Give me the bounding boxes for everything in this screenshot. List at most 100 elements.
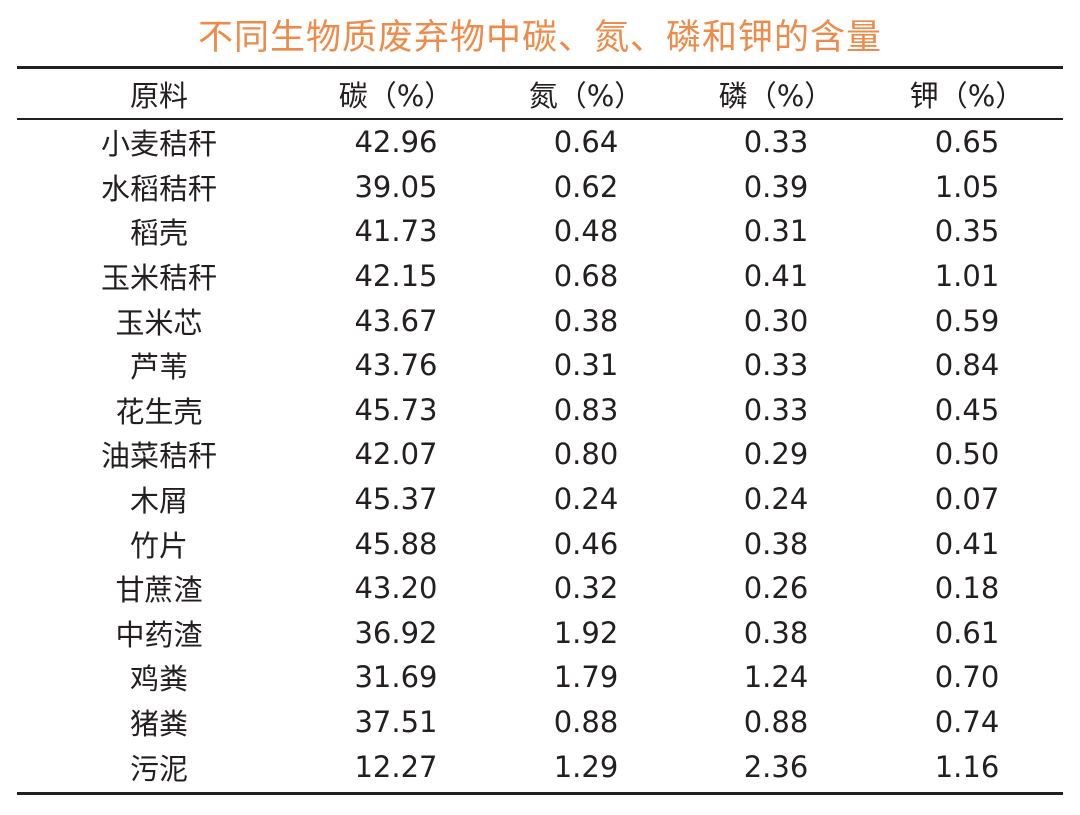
cell-phosphorus: 0.88: [743, 705, 809, 740]
cell-potassium: 0.61: [934, 615, 1000, 650]
table-row: 水稻秸秆 39.05 0.62 0.39 1.05: [17, 165, 1063, 210]
cell-carbon: 43.67: [354, 303, 438, 338]
cell-nitrogen: 0.62: [553, 169, 619, 204]
cell-carbon: 39.05: [354, 169, 438, 204]
cell-material: 猪粪: [129, 707, 188, 742]
table-body: 小麦秸秆 42.96 0.64 0.33 0.65 水稻秸秆 39.05 0.6…: [17, 120, 1063, 789]
cell-nitrogen: 0.38: [553, 303, 619, 338]
cell-phosphorus: 1.24: [743, 660, 809, 695]
header-rule: [17, 118, 1063, 120]
cell-phosphorus: 0.29: [743, 437, 809, 472]
table-row: 玉米芯 43.67 0.38 0.30 0.59: [17, 298, 1063, 343]
table-header: 原料 碳（%） 氮（%） 磷（%） 钾（%）: [17, 69, 1063, 118]
cell-nitrogen: 0.80: [553, 437, 619, 472]
cell-potassium: 1.01: [934, 259, 1000, 294]
top-rule: [17, 66, 1063, 69]
bottom-rule: [17, 792, 1063, 795]
cell-potassium: 0.41: [934, 526, 1000, 561]
cell-nitrogen: 0.88: [553, 705, 619, 740]
cell-material: 水稻秸秆: [100, 171, 217, 206]
cell-potassium: 0.59: [934, 303, 1000, 338]
cell-material: 玉米芯: [115, 305, 203, 340]
cell-phosphorus: 0.39: [743, 169, 809, 204]
table-row: 芦苇 43.76 0.31 0.33 0.84: [17, 343, 1063, 388]
cell-nitrogen: 0.32: [553, 571, 619, 606]
cell-carbon: 31.69: [354, 660, 438, 695]
cell-phosphorus: 0.31: [743, 214, 809, 249]
cell-nitrogen: 0.48: [553, 214, 619, 249]
cell-carbon: 43.76: [354, 348, 438, 383]
table-row: 木屑 45.37 0.24 0.24 0.07: [17, 477, 1063, 522]
cell-potassium: 1.05: [934, 169, 1000, 204]
cell-material: 花生壳: [115, 394, 203, 429]
cell-potassium: 1.16: [934, 749, 1000, 784]
header-potassium: 钾（%）: [909, 78, 1025, 113]
cell-carbon: 43.20: [354, 571, 438, 606]
cell-nitrogen: 0.68: [553, 259, 619, 294]
cell-carbon: 45.73: [354, 392, 438, 427]
header-phosphorus: 磷（%）: [718, 78, 834, 113]
cell-carbon: 42.07: [354, 437, 438, 472]
table-row: 玉米秸秆 42.15 0.68 0.41 1.01: [17, 254, 1063, 299]
cell-phosphorus: 0.33: [743, 392, 809, 427]
table-row: 稻壳 41.73 0.48 0.31 0.35: [17, 209, 1063, 254]
cell-nitrogen: 0.46: [553, 526, 619, 561]
cell-material: 稻壳: [129, 216, 188, 251]
cell-potassium: 0.74: [934, 705, 1000, 740]
cell-material: 污泥: [129, 751, 188, 786]
cell-nitrogen: 0.83: [553, 392, 619, 427]
cell-potassium: 0.18: [934, 571, 1000, 606]
header-material: 原料: [129, 78, 188, 113]
cell-carbon: 45.37: [354, 482, 438, 517]
cell-material: 小麦秸秆: [100, 127, 217, 162]
cell-nitrogen: 1.29: [553, 749, 619, 784]
cell-material: 鸡粪: [129, 662, 188, 697]
cell-material: 木屑: [129, 484, 188, 519]
cell-phosphorus: 0.24: [743, 482, 809, 517]
table-row: 污泥 12.27 1.29 2.36 1.16: [17, 744, 1063, 789]
cell-nitrogen: 0.24: [553, 482, 619, 517]
cell-nitrogen: 0.64: [553, 125, 619, 160]
table-row: 甘蔗渣 43.20 0.32 0.26 0.18: [17, 566, 1063, 611]
cell-material: 油菜秸秆: [100, 439, 217, 474]
cell-phosphorus: 0.33: [743, 348, 809, 383]
cell-potassium: 0.45: [934, 392, 1000, 427]
cell-phosphorus: 0.38: [743, 615, 809, 650]
table-row: 竹片 45.88 0.46 0.38 0.41: [17, 521, 1063, 566]
cell-phosphorus: 0.41: [743, 259, 809, 294]
cell-potassium: 0.65: [934, 125, 1000, 160]
cell-potassium: 0.07: [934, 482, 1000, 517]
cell-carbon: 42.96: [354, 125, 438, 160]
cell-potassium: 0.50: [934, 437, 1000, 472]
table-row: 小麦秸秆 42.96 0.64 0.33 0.65: [17, 120, 1063, 165]
cell-carbon: 41.73: [354, 214, 438, 249]
table-title: 不同生物质废弃物中碳、氮、磷和钾的含量: [197, 18, 882, 58]
table-row: 猪粪 37.51 0.88 0.88 0.74: [17, 700, 1063, 745]
cell-material: 玉米秸秆: [100, 261, 217, 296]
cell-potassium: 0.70: [934, 660, 1000, 695]
cell-carbon: 42.15: [354, 259, 438, 294]
cell-phosphorus: 0.30: [743, 303, 809, 338]
cell-potassium: 0.35: [934, 214, 1000, 249]
header-carbon: 碳（%）: [338, 78, 454, 113]
cell-material: 中药渣: [115, 617, 203, 652]
cell-phosphorus: 0.26: [743, 571, 809, 606]
cell-nitrogen: 1.92: [553, 615, 619, 650]
cell-material: 甘蔗渣: [115, 573, 203, 608]
cell-nitrogen: 0.31: [553, 348, 619, 383]
cell-carbon: 36.92: [354, 615, 438, 650]
cell-phosphorus: 2.36: [743, 749, 809, 784]
table-row: 中药渣 36.92 1.92 0.38 0.61: [17, 611, 1063, 656]
table-row: 鸡粪 31.69 1.79 1.24 0.70: [17, 655, 1063, 700]
cell-material: 竹片: [129, 528, 188, 563]
cell-nitrogen: 1.79: [553, 660, 619, 695]
cell-material: 芦苇: [129, 350, 188, 385]
header-nitrogen: 氮（%）: [528, 78, 644, 113]
cell-phosphorus: 0.38: [743, 526, 809, 561]
table-row: 油菜秸秆 42.07 0.80 0.29 0.50: [17, 432, 1063, 477]
cell-phosphorus: 0.33: [743, 125, 809, 160]
cell-carbon: 45.88: [354, 526, 438, 561]
cell-potassium: 0.84: [934, 348, 1000, 383]
cell-carbon: 12.27: [354, 749, 438, 784]
cell-carbon: 37.51: [354, 705, 438, 740]
